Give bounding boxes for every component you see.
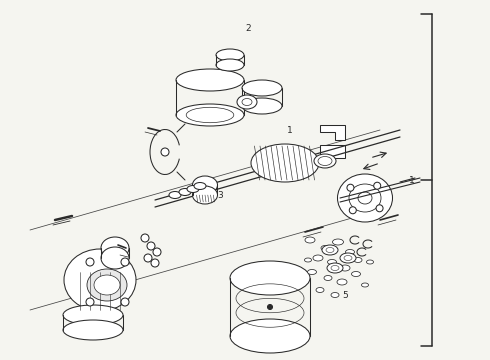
Circle shape xyxy=(153,248,161,256)
Ellipse shape xyxy=(187,185,199,193)
Ellipse shape xyxy=(101,237,129,259)
Ellipse shape xyxy=(367,260,373,264)
Circle shape xyxy=(161,148,169,156)
Ellipse shape xyxy=(179,189,191,195)
Polygon shape xyxy=(320,145,345,158)
Ellipse shape xyxy=(176,104,244,126)
Ellipse shape xyxy=(322,245,338,255)
Ellipse shape xyxy=(351,271,361,276)
Ellipse shape xyxy=(333,239,343,245)
Circle shape xyxy=(86,258,94,266)
Ellipse shape xyxy=(340,265,350,271)
Ellipse shape xyxy=(64,249,136,311)
Circle shape xyxy=(151,259,159,267)
Ellipse shape xyxy=(94,275,120,295)
Ellipse shape xyxy=(242,98,282,114)
Ellipse shape xyxy=(230,261,310,295)
Ellipse shape xyxy=(324,275,332,280)
Ellipse shape xyxy=(308,270,317,275)
Polygon shape xyxy=(320,125,345,140)
Ellipse shape xyxy=(331,292,339,297)
Ellipse shape xyxy=(230,319,310,353)
Circle shape xyxy=(268,305,272,310)
Circle shape xyxy=(121,258,129,266)
Text: 1: 1 xyxy=(409,176,415,185)
Circle shape xyxy=(349,207,356,214)
Ellipse shape xyxy=(362,283,368,287)
Ellipse shape xyxy=(242,80,282,96)
Ellipse shape xyxy=(316,288,324,292)
Ellipse shape xyxy=(305,237,315,243)
Ellipse shape xyxy=(321,246,329,251)
Circle shape xyxy=(86,298,94,306)
Circle shape xyxy=(147,242,155,250)
Ellipse shape xyxy=(87,269,127,301)
Circle shape xyxy=(376,205,383,212)
Ellipse shape xyxy=(327,263,343,273)
Ellipse shape xyxy=(176,69,244,91)
Ellipse shape xyxy=(216,59,244,71)
Text: 5: 5 xyxy=(342,291,348,300)
Circle shape xyxy=(347,184,354,191)
Ellipse shape xyxy=(251,144,319,182)
Ellipse shape xyxy=(354,257,362,262)
Ellipse shape xyxy=(63,305,123,325)
Ellipse shape xyxy=(327,260,337,265)
Circle shape xyxy=(374,182,381,189)
Ellipse shape xyxy=(338,174,392,222)
Ellipse shape xyxy=(345,249,354,255)
Text: 2: 2 xyxy=(245,23,251,32)
Ellipse shape xyxy=(304,258,312,262)
Ellipse shape xyxy=(194,183,206,189)
Ellipse shape xyxy=(63,320,123,340)
Ellipse shape xyxy=(193,176,218,194)
Ellipse shape xyxy=(169,192,181,198)
Ellipse shape xyxy=(193,186,218,204)
Ellipse shape xyxy=(337,279,347,285)
Ellipse shape xyxy=(101,247,129,269)
Circle shape xyxy=(144,254,152,262)
Circle shape xyxy=(141,234,149,242)
Ellipse shape xyxy=(340,253,356,263)
Ellipse shape xyxy=(216,49,244,61)
Circle shape xyxy=(121,298,129,306)
Text: 3: 3 xyxy=(217,190,223,199)
Ellipse shape xyxy=(314,154,336,168)
Text: 1: 1 xyxy=(287,126,293,135)
Ellipse shape xyxy=(313,255,323,261)
Ellipse shape xyxy=(237,95,257,109)
